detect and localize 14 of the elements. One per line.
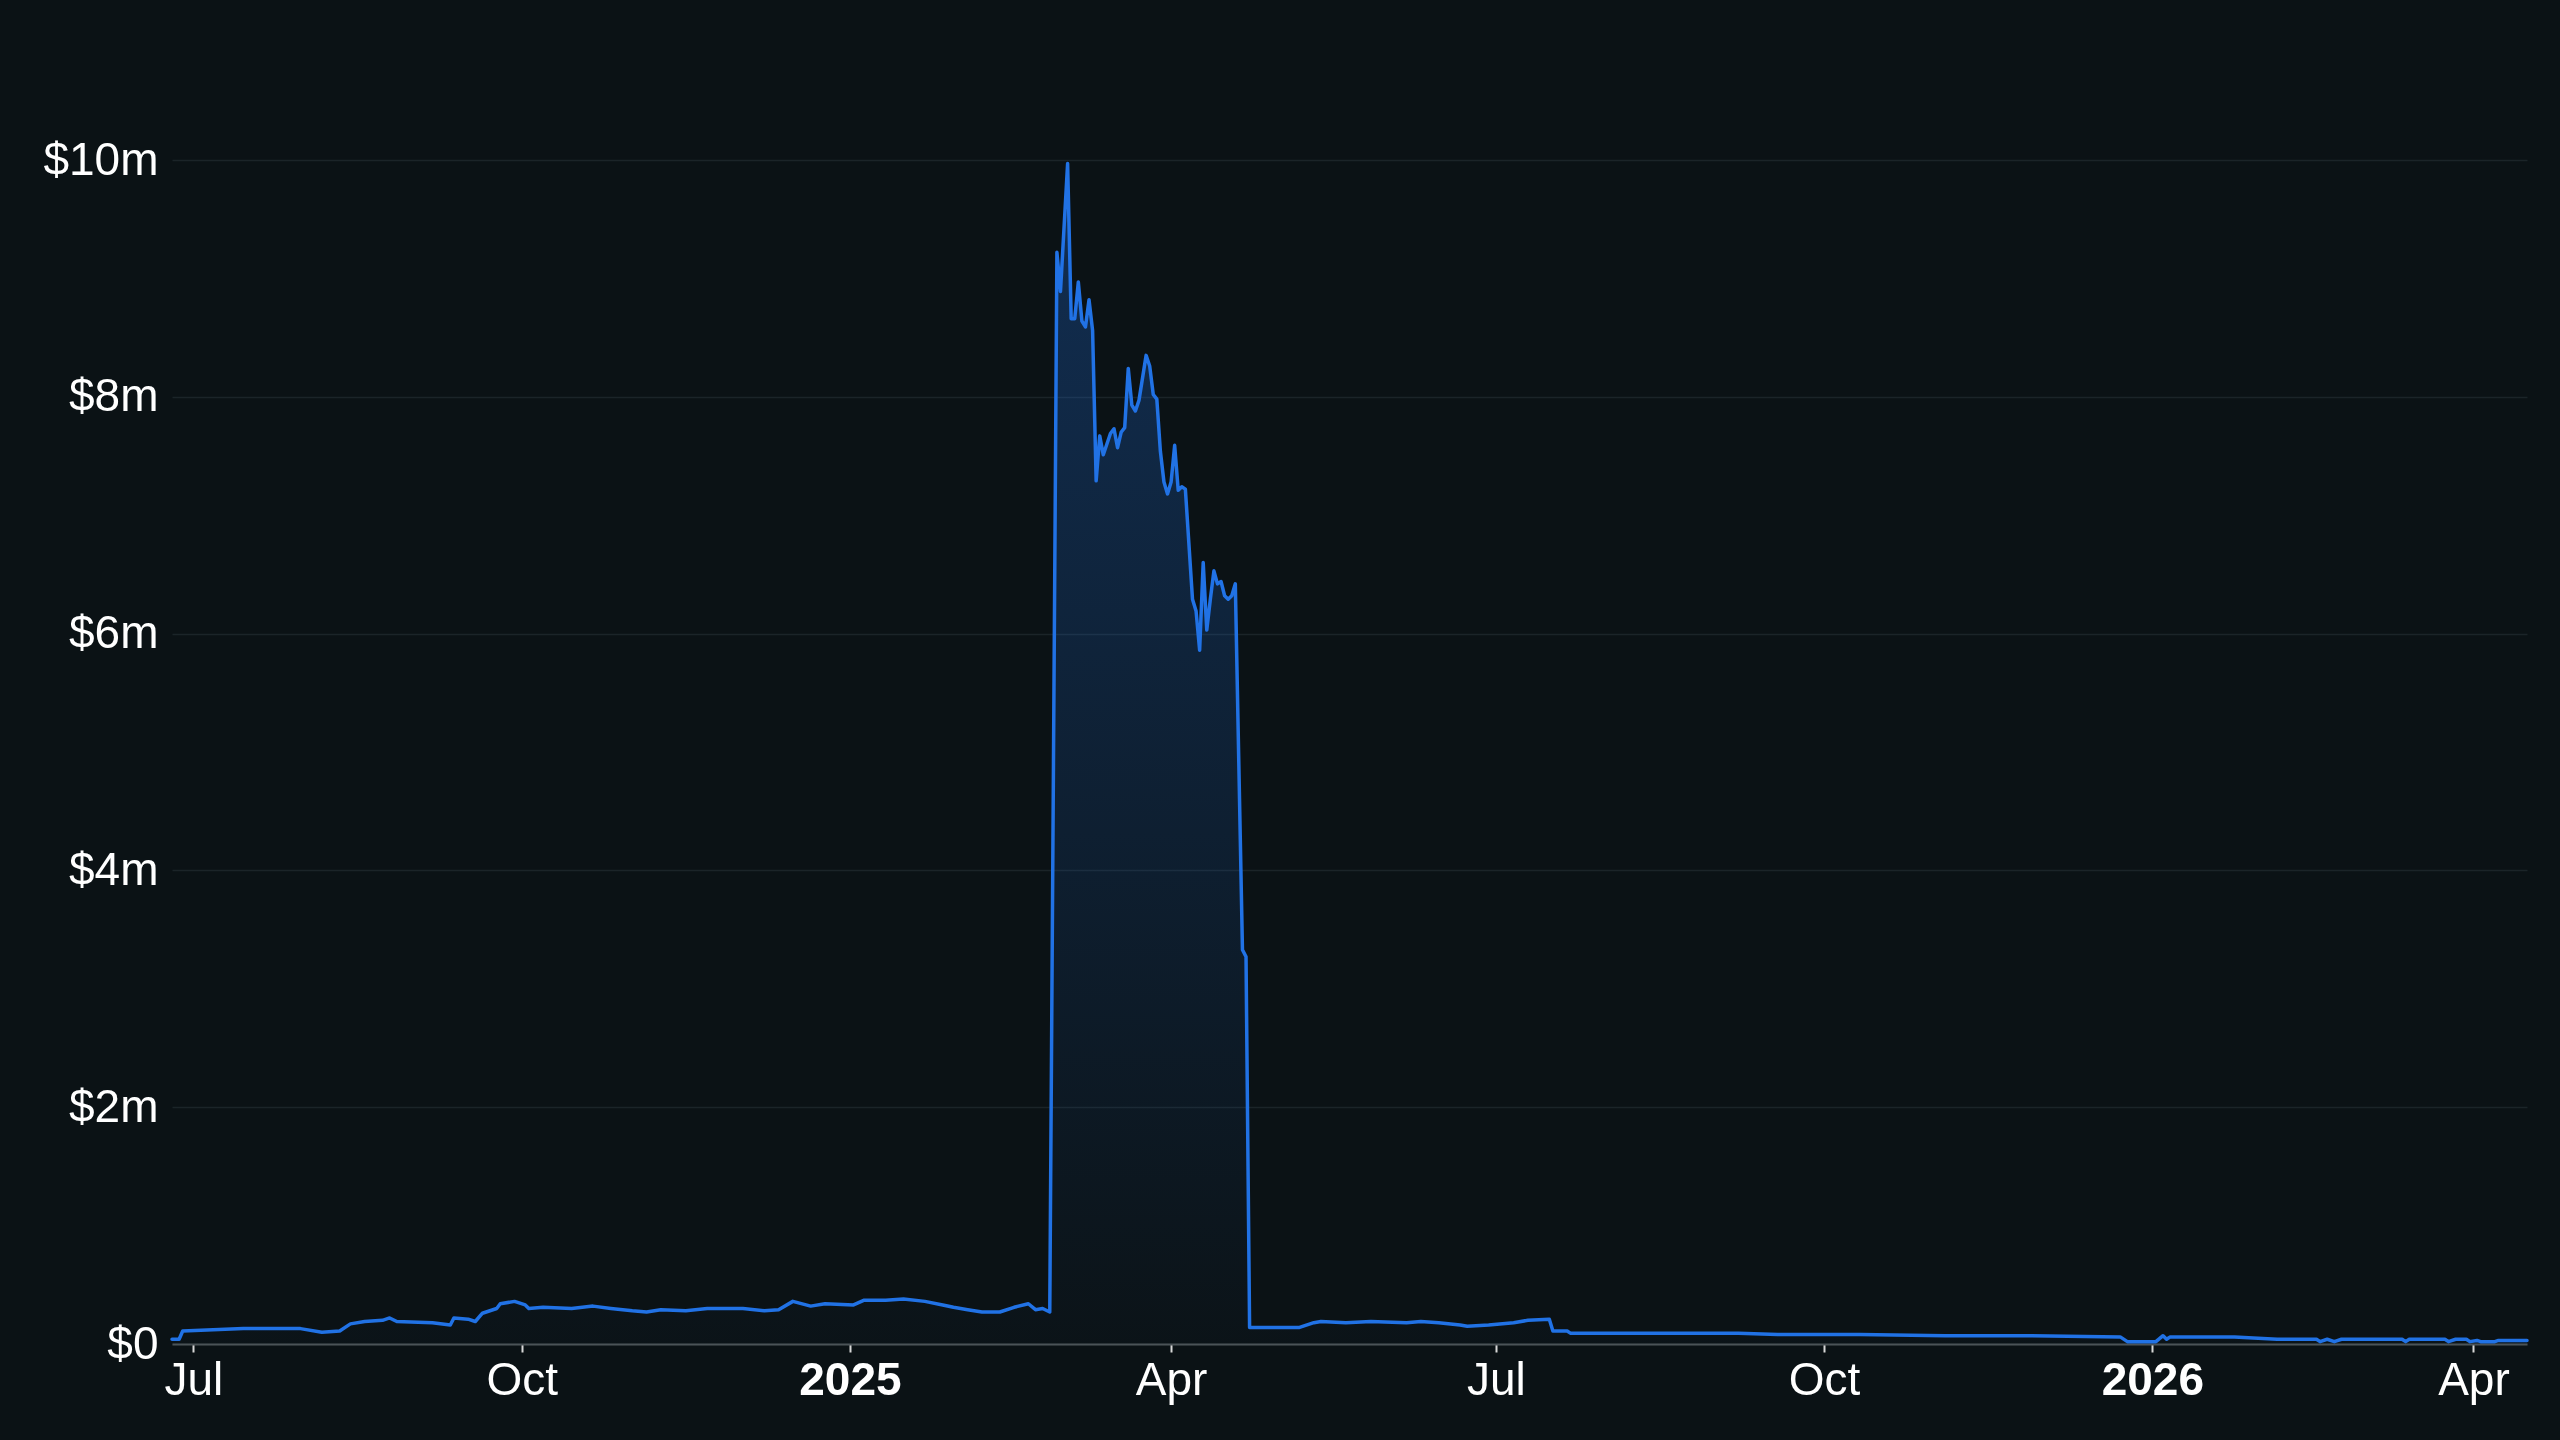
x-tick-label: Jul [164, 1352, 224, 1405]
x-tick-label: Oct [1788, 1352, 1861, 1405]
x-tick-label: Jul [1466, 1352, 1526, 1405]
y-tick-label: $8m [69, 369, 159, 422]
x-tick-label: Oct [486, 1352, 559, 1405]
x-tick-label: Apr [1135, 1352, 1208, 1405]
y-tick-label: $0 [107, 1316, 159, 1369]
y-tick-label: $2m [69, 1079, 159, 1132]
x-tick-label: Apr [2438, 1352, 2510, 1405]
y-tick-label: $6m [69, 606, 159, 659]
x-tick-label: 2026 [2101, 1352, 2205, 1405]
y-tick-label: $4m [69, 842, 159, 895]
y-tick-label: $10m [43, 132, 159, 185]
x-tick-label: 2025 [799, 1352, 902, 1405]
